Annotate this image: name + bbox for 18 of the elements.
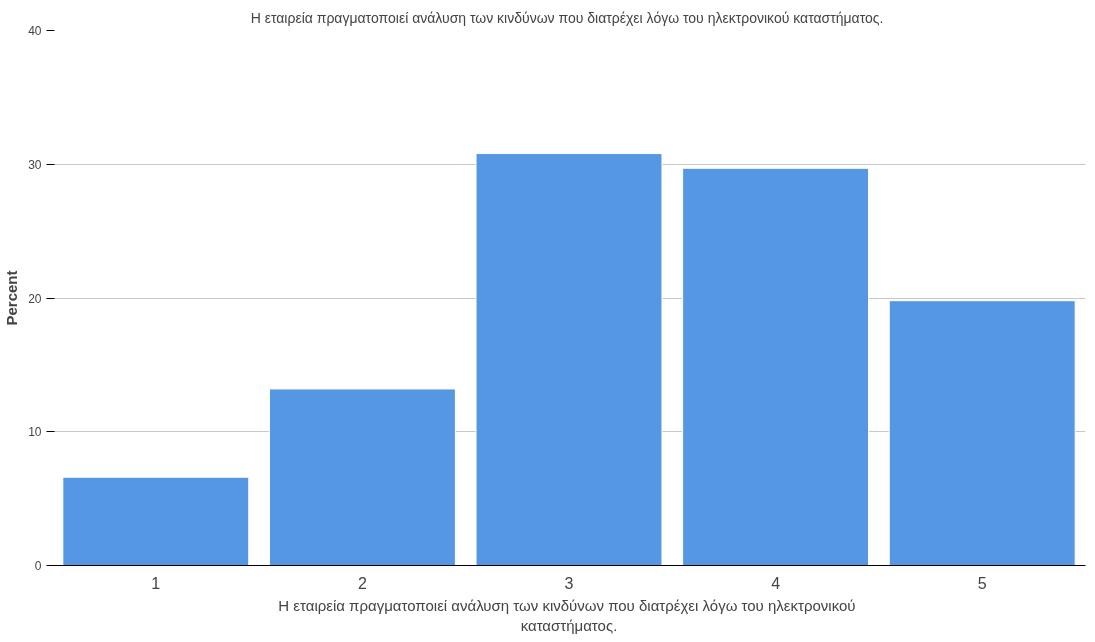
x-tick-label: 1	[151, 574, 161, 592]
bar	[888, 300, 1076, 566]
bar	[475, 153, 663, 566]
x-tick-label: 2	[357, 574, 367, 592]
x-tick-label: 4	[771, 574, 781, 592]
x-tick-label: 5	[977, 574, 987, 592]
x-axis-title: Η εταιρεία πραγματοποιεί ανάλυση των κινδύνων που διατρέχει λόγω του ηλεκτρονικού καταστήματος.	[278, 596, 856, 634]
y-tick-label: 10	[28, 425, 42, 440]
y-axis-title: Percent	[3, 270, 21, 326]
chart-title: Η εταιρεία πραγματοποιεί ανάλυση των κινδύνων που διατρέχει λόγω του ηλεκτρονικού καταστήματος.	[250, 9, 884, 26]
x-tick-label: 3	[564, 574, 574, 592]
bar	[62, 476, 250, 566]
y-tick-label: 0	[34, 559, 42, 573]
bar	[268, 388, 456, 566]
bar	[682, 167, 870, 566]
y-tick-label: 40	[28, 24, 42, 38]
y-tick-label: 30	[28, 157, 42, 172]
y-tick-label: 20	[28, 291, 42, 306]
